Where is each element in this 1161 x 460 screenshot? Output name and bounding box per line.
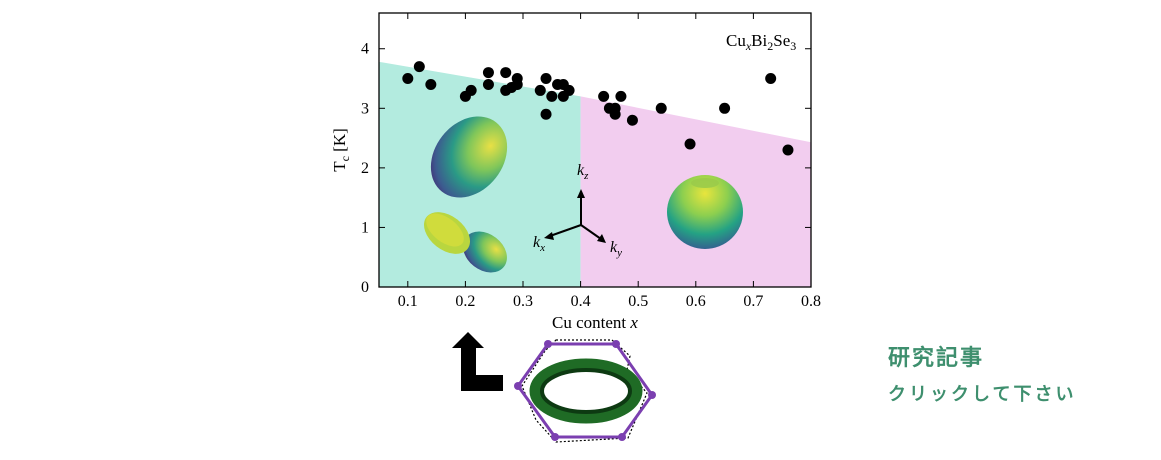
kz-label: kz <box>577 162 589 182</box>
hexagon-vertex <box>551 433 559 441</box>
x-tick-label: 0.3 <box>513 293 533 310</box>
x-tick-label: 0.2 <box>455 293 475 310</box>
fermi-surface-diagram[interactable] <box>514 339 656 443</box>
x-axis-label: Cu content x <box>552 313 638 332</box>
x-tick-label: 0.4 <box>571 293 591 310</box>
gap-structure-inset-lower <box>423 212 507 273</box>
data-point <box>402 73 414 85</box>
data-point <box>563 84 575 96</box>
hexagon-vertex <box>544 340 552 348</box>
link-subtitle: クリックして下さい <box>888 384 1077 405</box>
data-point <box>540 73 552 85</box>
data-point <box>655 102 667 114</box>
data-point <box>719 102 731 114</box>
data-points <box>402 61 794 156</box>
y-axis-label: Tc [K] <box>330 128 352 172</box>
x-tick-label: 0.1 <box>398 293 418 310</box>
gap-structure-inset-upper <box>430 116 508 198</box>
y-tick-label: 4 <box>361 41 369 58</box>
data-point <box>546 90 558 102</box>
data-point <box>482 67 494 79</box>
hexagon-vertex <box>514 382 522 390</box>
data-point <box>540 108 552 120</box>
formula-annotation: CuxBi2Se3 <box>726 31 796 53</box>
data-point <box>615 90 627 102</box>
data-point <box>684 138 696 150</box>
kspace-axes-inset: kz kx ky <box>533 162 622 259</box>
data-point <box>598 90 610 102</box>
hexagon-vertex <box>648 391 656 399</box>
plot-frame <box>378 12 812 288</box>
research-article-link[interactable]: 研究記事 クリックして下さい <box>888 340 1076 406</box>
hexagon-vertex <box>612 340 620 348</box>
axis-ticks: 0.1 0.2 0.3 0.4 0.5 0.6 0.7 0.8 0 1 2 3 4 <box>361 13 821 310</box>
data-point <box>626 114 638 126</box>
data-point <box>609 108 621 120</box>
data-point <box>465 84 477 96</box>
ky-label: ky <box>610 239 622 259</box>
data-point <box>413 61 425 73</box>
data-point <box>425 78 437 90</box>
x-tick-label: 0.6 <box>686 293 706 310</box>
data-point <box>500 67 512 79</box>
x-tick-label: 0.7 <box>743 293 763 310</box>
data-point <box>534 84 546 96</box>
y-tick-label: 3 <box>361 100 369 117</box>
data-point <box>511 78 523 90</box>
kx-label: kx <box>533 234 545 254</box>
y-tick-label: 0 <box>361 279 369 296</box>
gap-structure-inset-right <box>667 175 743 249</box>
data-point <box>765 73 777 85</box>
x-tick-label: 0.8 <box>801 293 821 310</box>
x-tick-label: 0.5 <box>628 293 648 310</box>
link-title: 研究記事 <box>888 346 985 371</box>
data-point <box>782 144 794 156</box>
data-point <box>482 78 494 90</box>
y-tick-label: 2 <box>361 160 369 177</box>
hexagon-vertex <box>618 433 626 441</box>
y-tick-label: 1 <box>361 219 369 236</box>
corner-arrow-icon <box>452 332 503 391</box>
